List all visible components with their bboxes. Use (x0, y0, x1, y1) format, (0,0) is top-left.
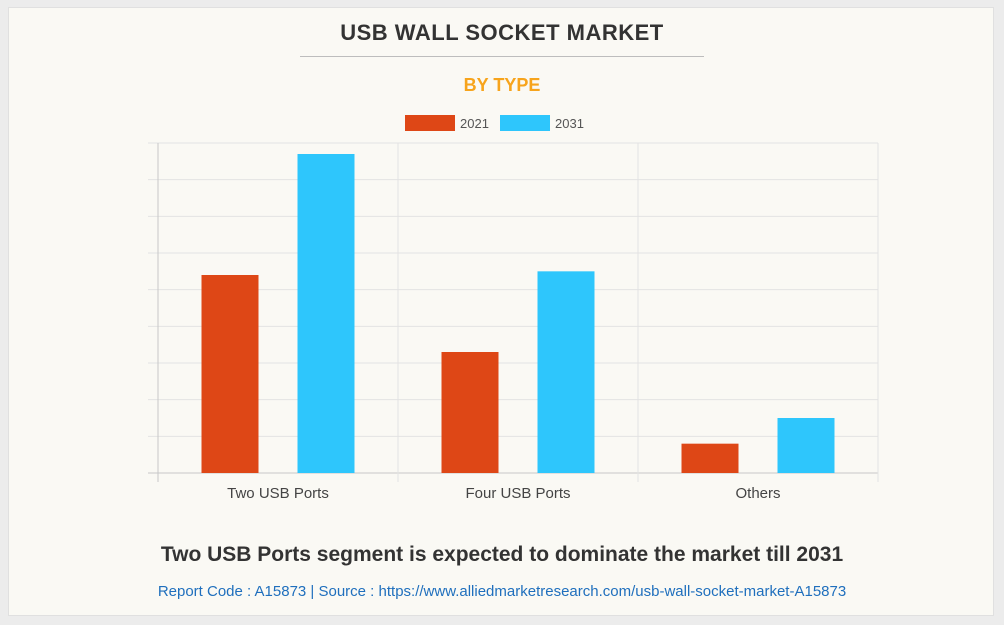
chart-title: USB WALL SOCKET MARKET (340, 20, 664, 45)
bar-2031-others (777, 418, 835, 473)
x-tick-label: Two USB Ports (227, 485, 329, 502)
bar-2031-four-usb-ports (537, 271, 595, 473)
bar-2021-four-usb-ports (441, 352, 499, 473)
bar-2021-others (681, 443, 739, 473)
source-footer[interactable]: Report Code : A15873 | Source : https://… (157, 583, 847, 600)
legend-swatch-2031 (500, 115, 550, 131)
legend-swatch-2021 (405, 115, 455, 131)
chart-headline: Two USB Ports segment is expected to dom… (160, 543, 844, 566)
x-tick-label: Four USB Ports (465, 485, 570, 502)
bar-2021-two-usb-ports (201, 275, 259, 473)
legend-label-2021: 2021 (460, 116, 489, 131)
bar-2031-two-usb-ports (297, 154, 355, 473)
x-tick-label: Others (735, 485, 780, 502)
chart-card (8, 7, 994, 616)
title-underline (300, 56, 704, 57)
legend-label-2031: 2031 (555, 116, 584, 131)
chart-subtitle: BY TYPE (463, 75, 541, 95)
